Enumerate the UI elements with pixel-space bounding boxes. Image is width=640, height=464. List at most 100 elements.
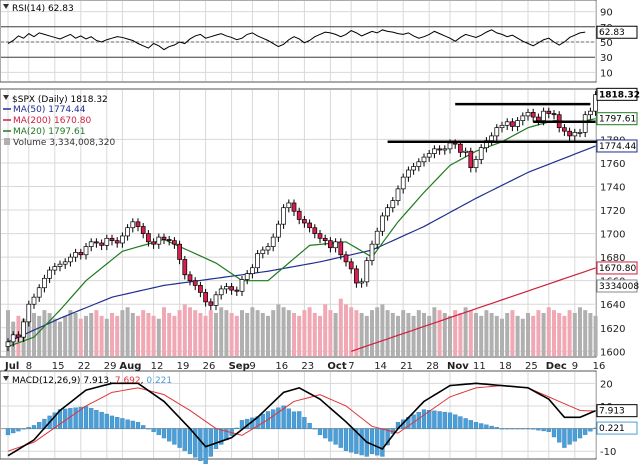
macd-hist-bar-53: [281, 405, 286, 429]
candle-body-24: [130, 221, 136, 229]
macd-hist-bar-20: [109, 415, 115, 429]
candle-body-108: [567, 130, 572, 137]
volume-bar-46: [245, 313, 250, 356]
macd-collapse-icon: [3, 376, 9, 381]
candle-body-12: [68, 256, 73, 263]
volume-bar-17: [94, 310, 99, 356]
volume-bar-42: [224, 310, 229, 356]
x-tick-label-21: 25: [525, 361, 538, 372]
candle-body-25: [135, 221, 141, 227]
macd-hist-bar-85: [447, 412, 453, 429]
x-tick-label-20: 18: [499, 361, 512, 372]
macd-hist-bar-24: [130, 420, 135, 429]
macd-hist-bar-2: [16, 428, 21, 432]
x-tick-label-15: 14: [374, 361, 387, 372]
volume-bar-85: [448, 315, 452, 356]
ma50-line: [7, 145, 596, 343]
macd-value-tag-box: [596, 404, 638, 418]
macd-hist-bar-108: [567, 428, 572, 445]
volume-bar-31: [167, 313, 172, 356]
x-tick-label-23: 9: [572, 361, 578, 372]
price-ytick-0: 1600: [600, 347, 625, 358]
volume-bar-11: [63, 315, 68, 356]
volume-bar-109: [572, 313, 577, 356]
volume-bar-67: [354, 310, 359, 356]
candle-body-42: [224, 286, 229, 290]
macd-hist-bar-92: [484, 424, 489, 429]
hist-legend-value: 0.221: [146, 376, 172, 386]
volume-bar-59: [312, 313, 317, 356]
candle-body-10: [57, 263, 63, 267]
candle-body-58: [307, 222, 312, 229]
candle-body-96: [504, 121, 510, 126]
macd-hist-bar-4: [26, 427, 31, 429]
rsi-panel: [0, 0, 597, 83]
volume-bar-0: [6, 310, 10, 356]
macd-hist-bar-66: [349, 428, 354, 453]
candle-body-70: [369, 243, 375, 262]
macd-hist-bar-54: [286, 408, 291, 429]
macd-hist-bar-22: [120, 418, 125, 429]
candle-body-41: [218, 288, 224, 296]
volume-bar-4: [26, 304, 31, 356]
signal-legend-value: 7.692: [115, 376, 141, 386]
x-tick-label-18: Nov: [447, 361, 469, 372]
macd-hist-bar-25: [135, 422, 141, 429]
x-tick-label-1: 8: [26, 361, 32, 372]
x-tick-label-24: 16: [593, 361, 606, 372]
macd-hist-bar-39: [208, 428, 213, 457]
candle-body-95: [499, 124, 505, 129]
candle-body-52: [276, 223, 281, 238]
price-collapse-icon: [3, 95, 9, 100]
macd-hist-bar-18: [99, 411, 104, 429]
macd-hist-bar-34: [182, 428, 187, 451]
volume-bar-97: [510, 310, 515, 356]
macd-hist-bar-32: [172, 428, 177, 445]
candle-body-89: [468, 150, 474, 169]
x-tick-label-22: Dec: [546, 361, 567, 372]
macd-legend-sep-2: ,: [141, 376, 147, 386]
candle-body-78: [411, 166, 416, 171]
macd-hist-bar-44: [234, 427, 239, 429]
macd-hist-bar-86: [453, 414, 458, 429]
candle-body-86: [452, 142, 458, 145]
volume-bar-28: [151, 315, 156, 356]
macd-hist-bar-3: [21, 428, 26, 430]
candle-body-97: [510, 121, 515, 127]
volume-bar-108: [567, 310, 572, 356]
macd-hist-bar-65: [343, 428, 349, 451]
macd-hist-bar-70: [369, 428, 375, 455]
rsi-value-tag-box: [596, 25, 638, 39]
candle-body-11: [62, 261, 68, 265]
candle-body-4: [26, 303, 32, 323]
candle-body-19: [104, 237, 110, 246]
volume-bar-12: [68, 310, 73, 356]
candle-body-20: [109, 237, 115, 242]
macd-hist-bar-5: [31, 425, 37, 429]
volume-bar-89: [468, 310, 473, 356]
volume-bar-68: [359, 313, 364, 356]
candle-body-105: [551, 113, 557, 116]
macd-hist-bar-71: [375, 428, 380, 456]
candle-body-83: [437, 148, 442, 151]
candle-body-13: [73, 252, 78, 258]
volume-bar-38: [203, 315, 208, 356]
x-tick-label-2: 15: [52, 361, 65, 372]
macd-hist-bar-96: [505, 428, 510, 430]
volume-bar-112: [588, 313, 593, 356]
x-tick-label-14: 7: [348, 361, 354, 372]
macd-hist-bar-90: [473, 422, 479, 429]
x-tick-label-0: Jul: [4, 361, 19, 372]
volume-bar-55: [292, 313, 296, 356]
rsi-line: [7, 29, 586, 51]
volume-bar-73: [385, 310, 390, 356]
candle-body-56: [296, 210, 302, 220]
volume-bar-64: [338, 298, 343, 356]
macd-hist-value-tag-box: [596, 421, 638, 435]
volume-bar-6: [37, 315, 42, 356]
macd-hist-bar-72: [380, 428, 385, 457]
price-candles: [5, 91, 598, 352]
volume-bar-39: [208, 310, 213, 356]
macd-hist-bar-28: [151, 428, 156, 432]
volume-bar-26: [141, 310, 146, 356]
